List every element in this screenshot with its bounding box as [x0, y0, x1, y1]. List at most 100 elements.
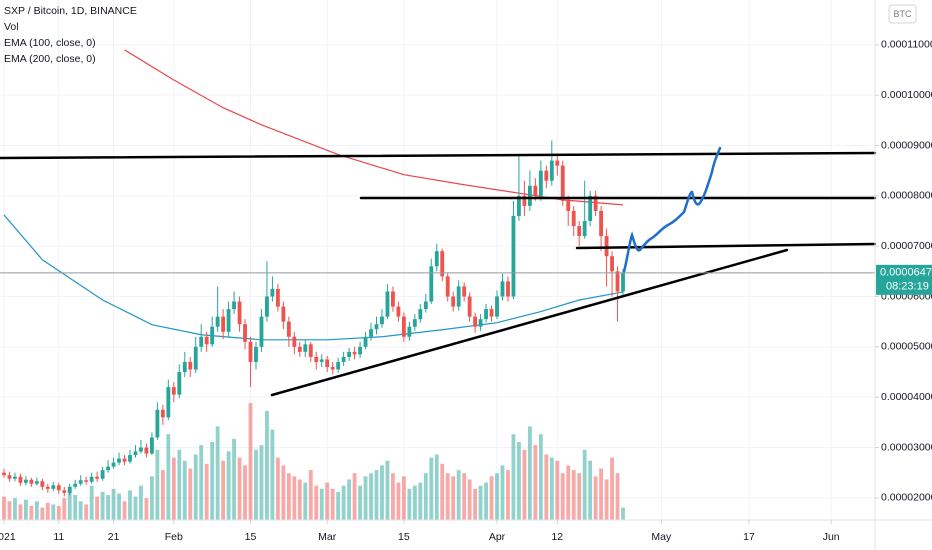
candle-body	[237, 301, 242, 325]
candle-body	[232, 301, 236, 310]
currency-button-box[interactable]	[888, 4, 917, 24]
volume-layer	[2, 403, 625, 520]
candle-body	[352, 351, 357, 355]
volume-bar	[23, 499, 28, 520]
volume-bar	[265, 410, 269, 520]
y-tick-label: 0.00003000	[881, 441, 932, 453]
volume-bar	[297, 479, 302, 520]
candle-body	[40, 481, 45, 487]
currency-button[interactable]: BTC	[888, 4, 917, 24]
volume-bar	[456, 470, 461, 520]
candle-body	[396, 306, 401, 317]
volume-bar	[401, 476, 406, 520]
drawings	[0, 146, 877, 397]
x-tick-label: 12	[551, 531, 563, 543]
candle-body	[100, 470, 105, 479]
candle-body	[155, 409, 160, 438]
volume-bar	[423, 473, 428, 520]
candle-body	[571, 210, 576, 227]
volume-bar	[34, 501, 39, 520]
candle-body	[517, 195, 521, 216]
candle-body	[275, 288, 280, 307]
volume-bar	[308, 470, 313, 520]
volume-bar	[139, 485, 143, 520]
candle-body	[566, 200, 571, 211]
candle-body	[62, 490, 67, 493]
volume-bar	[18, 504, 23, 520]
volume-bar	[166, 434, 171, 520]
x-tick-label: Feb	[165, 531, 183, 543]
volume-bar	[352, 473, 357, 520]
candle-body	[615, 271, 620, 292]
volume-bar	[78, 501, 83, 520]
x-tick-label: Apr	[489, 531, 506, 543]
candle-body	[363, 336, 368, 347]
volume-bar	[500, 465, 505, 520]
volume-bar	[544, 454, 549, 520]
candle-body	[423, 301, 428, 310]
candle-body	[106, 466, 110, 471]
candle-body	[538, 170, 543, 196]
volume-bar	[7, 501, 12, 520]
candle-body	[451, 296, 456, 307]
volume-bar	[319, 488, 324, 520]
candle-body	[484, 309, 488, 320]
candle-body	[308, 344, 313, 357]
volume-bar	[100, 491, 105, 520]
volume-bar	[144, 498, 149, 520]
candle-body	[128, 455, 132, 462]
volume-bar	[358, 485, 362, 520]
countdown-text: 08:23:19	[886, 281, 929, 293]
candle-body	[319, 359, 324, 362]
volume-bar	[62, 498, 67, 520]
candle-body	[610, 256, 614, 272]
candle-body	[336, 361, 341, 370]
candle-body	[358, 346, 362, 355]
volume-bar	[478, 485, 483, 520]
volume-bar	[407, 488, 412, 520]
volume-bar	[193, 454, 198, 520]
candle-body	[401, 316, 406, 337]
candle-body	[292, 336, 297, 347]
volume-bar	[111, 488, 116, 520]
candle-body	[215, 316, 220, 327]
candle-body	[506, 281, 510, 297]
volume-bar	[538, 434, 543, 520]
volume-bar	[188, 468, 193, 520]
volume-bar	[610, 457, 614, 520]
candle-body	[303, 344, 308, 352]
volume-bar	[243, 465, 247, 520]
volume-bar	[199, 445, 204, 520]
volume-bar	[248, 403, 253, 520]
trend-line	[270, 248, 789, 397]
currency-button-text[interactable]: BTC	[894, 9, 913, 19]
candle-body	[29, 479, 34, 484]
trend-line	[575, 242, 877, 250]
volume-bar	[155, 449, 160, 520]
volume-bar	[325, 482, 330, 520]
candle-body	[445, 276, 450, 297]
candle-body	[45, 486, 50, 489]
volume-bar	[259, 445, 264, 520]
candle-body	[270, 288, 275, 297]
y-tick-label: 0.00008000	[881, 190, 932, 202]
volume-bar	[95, 496, 100, 520]
ema-legend: EMA (200, close, 0)	[4, 53, 96, 65]
volume-bar	[106, 495, 110, 520]
x-tick-label: 15	[398, 531, 410, 543]
y-tick-label: 0.00002000	[881, 492, 932, 504]
candle-body	[84, 480, 89, 482]
y-tick-label: 0.00004000	[881, 391, 932, 403]
candle-layer	[2, 140, 625, 497]
volume-bar	[182, 460, 187, 520]
volume-bar	[303, 482, 308, 520]
volume-bar	[314, 485, 319, 520]
volume-bar	[473, 488, 478, 520]
candle-body	[555, 160, 560, 166]
candle-body	[199, 336, 204, 347]
volume-bar	[412, 485, 417, 520]
volume-bar	[29, 505, 34, 520]
candle-body	[259, 316, 264, 347]
